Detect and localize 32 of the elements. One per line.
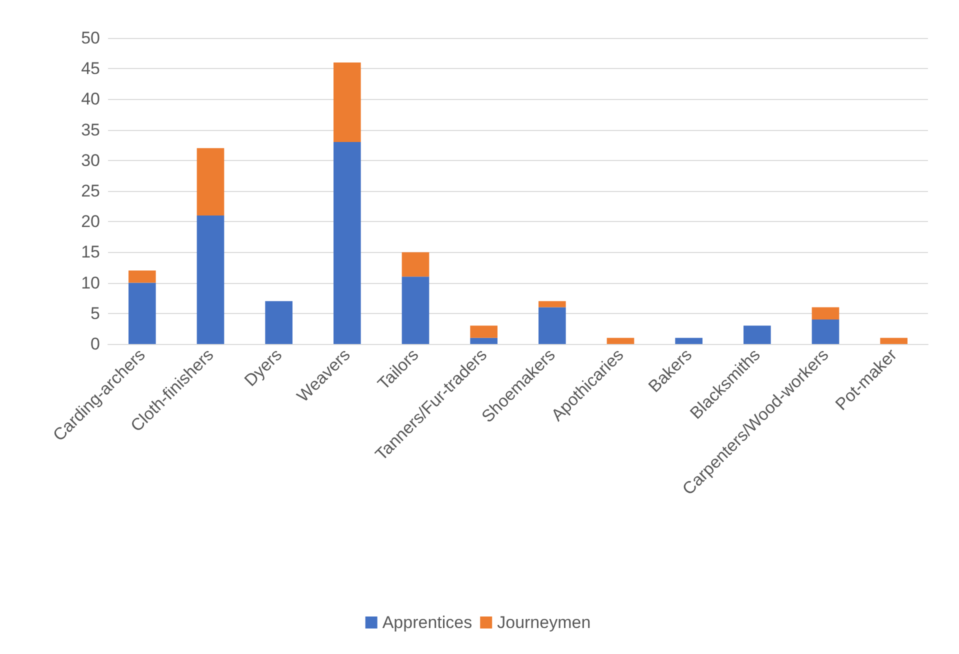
bar [675, 338, 702, 344]
bar [606, 338, 634, 344]
bar [334, 62, 361, 142]
y-tick-label: 35 [81, 120, 100, 140]
y-tick-label: 30 [81, 150, 100, 170]
y-tick-label: 15 [81, 242, 100, 262]
legend-label: Journeymen [497, 613, 591, 632]
bar [128, 270, 156, 283]
y-tick-label: 45 [81, 59, 100, 78]
bar [538, 301, 566, 308]
bar [196, 215, 224, 344]
bar [812, 307, 840, 320]
bar [128, 282, 156, 344]
y-tick-label: 20 [81, 212, 100, 232]
y-tick-label: 0 [90, 334, 100, 354]
legend-label: Apprentices [382, 613, 472, 632]
bar [402, 252, 430, 277]
bar [334, 142, 361, 344]
y-tick-label: 10 [81, 273, 100, 292]
y-tick-label: 25 [81, 182, 100, 200]
bar [470, 338, 498, 344]
y-tick-label: 50 [81, 28, 100, 48]
y-tick-label: 5 [90, 304, 100, 323]
bar [265, 301, 292, 344]
bar [402, 276, 430, 344]
bar [880, 338, 908, 344]
bar [812, 320, 840, 344]
bar [538, 307, 566, 344]
y-tick-label: 40 [81, 90, 100, 109]
bar [196, 148, 224, 216]
bar [470, 326, 498, 338]
bar [744, 326, 771, 344]
